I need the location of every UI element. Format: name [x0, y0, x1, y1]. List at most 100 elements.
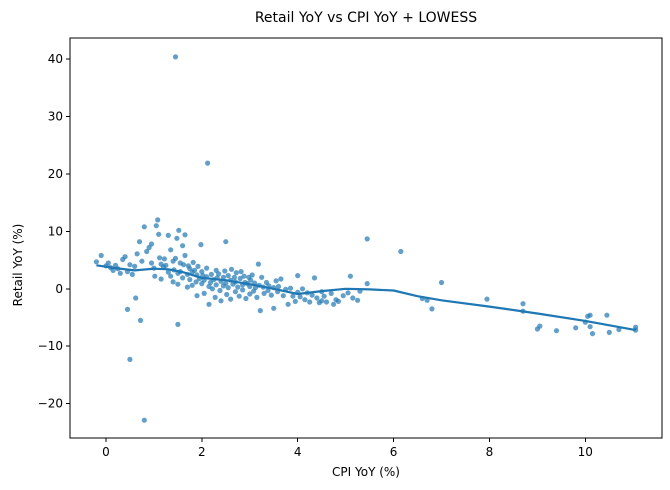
data-point [604, 312, 610, 318]
data-point [182, 252, 188, 259]
data-point [189, 282, 195, 288]
y-axis: −20 −10 0 10 20 30 40 [38, 52, 70, 411]
data-point [193, 279, 199, 285]
data-point [180, 275, 186, 281]
data-point [273, 278, 279, 284]
data-point [309, 292, 315, 298]
data-point [204, 265, 210, 271]
data-point [168, 247, 174, 253]
data-point [311, 275, 318, 281]
data-point [347, 273, 353, 279]
data-point [254, 294, 260, 300]
data-point [364, 236, 370, 242]
y-tick-label: 20 [48, 167, 63, 181]
x-tick-label: 6 [390, 445, 398, 459]
data-point [261, 290, 267, 296]
data-point [134, 251, 140, 257]
data-point [573, 325, 579, 331]
data-point [340, 293, 346, 299]
data-point [174, 235, 180, 241]
data-point [127, 262, 133, 268]
data-point [265, 287, 271, 294]
data-point [216, 271, 222, 277]
data-point [184, 284, 190, 290]
data-point [223, 280, 229, 286]
x-tick-label: 0 [102, 445, 110, 459]
data-point [176, 227, 182, 233]
y-tick-label: −20 [38, 397, 63, 411]
data-point [271, 305, 277, 311]
data-point [122, 254, 128, 260]
data-point [299, 286, 306, 292]
data-point [355, 297, 361, 303]
data-point [148, 260, 155, 266]
data-point [158, 276, 164, 282]
data-point [321, 293, 327, 299]
data-point [228, 266, 235, 272]
data-point [206, 301, 212, 307]
y-tick-label: 30 [48, 110, 63, 124]
data-point [438, 279, 445, 286]
data-point [231, 274, 237, 280]
data-point [175, 321, 181, 327]
data-point [235, 284, 241, 290]
data-point [335, 298, 341, 304]
plot-frame [69, 37, 663, 439]
data-point [223, 239, 229, 245]
data-point [606, 329, 612, 335]
y-tick-label: −10 [38, 339, 63, 353]
data-point [248, 277, 254, 283]
data-point [137, 317, 144, 323]
data-point [225, 285, 231, 291]
data-point [153, 223, 159, 229]
x-tick-label: 2 [198, 445, 206, 459]
data-point [241, 273, 247, 279]
data-point [163, 262, 169, 268]
data-point [237, 275, 243, 282]
data-point [268, 292, 274, 298]
data-point [233, 270, 239, 276]
data-point [190, 259, 196, 265]
data-point [290, 293, 296, 299]
data-point [212, 294, 218, 300]
data-point [232, 289, 238, 295]
data-point [243, 295, 249, 302]
data-point [228, 296, 234, 302]
data-point [302, 297, 308, 303]
data-point [350, 295, 356, 301]
data-point [117, 270, 123, 276]
data-point [165, 232, 171, 238]
chart-title: Retail YoY vs CPI YoY + LOWESS [255, 10, 477, 26]
data-point [187, 277, 193, 283]
data-point [141, 224, 147, 230]
data-point [587, 324, 593, 330]
data-point [199, 269, 205, 275]
data-point [520, 301, 526, 307]
data-point [124, 306, 131, 312]
data-point [213, 282, 219, 288]
data-point [364, 281, 370, 287]
data-point [295, 273, 301, 279]
data-point [148, 241, 155, 247]
data-point [209, 286, 215, 292]
y-tick-label: 40 [48, 52, 63, 66]
data-point [133, 295, 139, 301]
data-point [429, 306, 435, 312]
data-point [222, 268, 228, 274]
data-point [141, 417, 147, 423]
data-point [280, 293, 286, 299]
data-point [98, 252, 104, 259]
data-point [247, 291, 253, 297]
data-point [319, 298, 325, 304]
data-point [170, 279, 176, 285]
data-point [198, 242, 204, 248]
data-point [553, 328, 560, 334]
data-point [240, 287, 246, 293]
data-point [287, 285, 294, 291]
data-point [132, 263, 138, 269]
data-point [589, 331, 596, 337]
data-point [285, 301, 291, 307]
y-tick-label: 10 [48, 224, 63, 238]
data-point [255, 261, 261, 267]
